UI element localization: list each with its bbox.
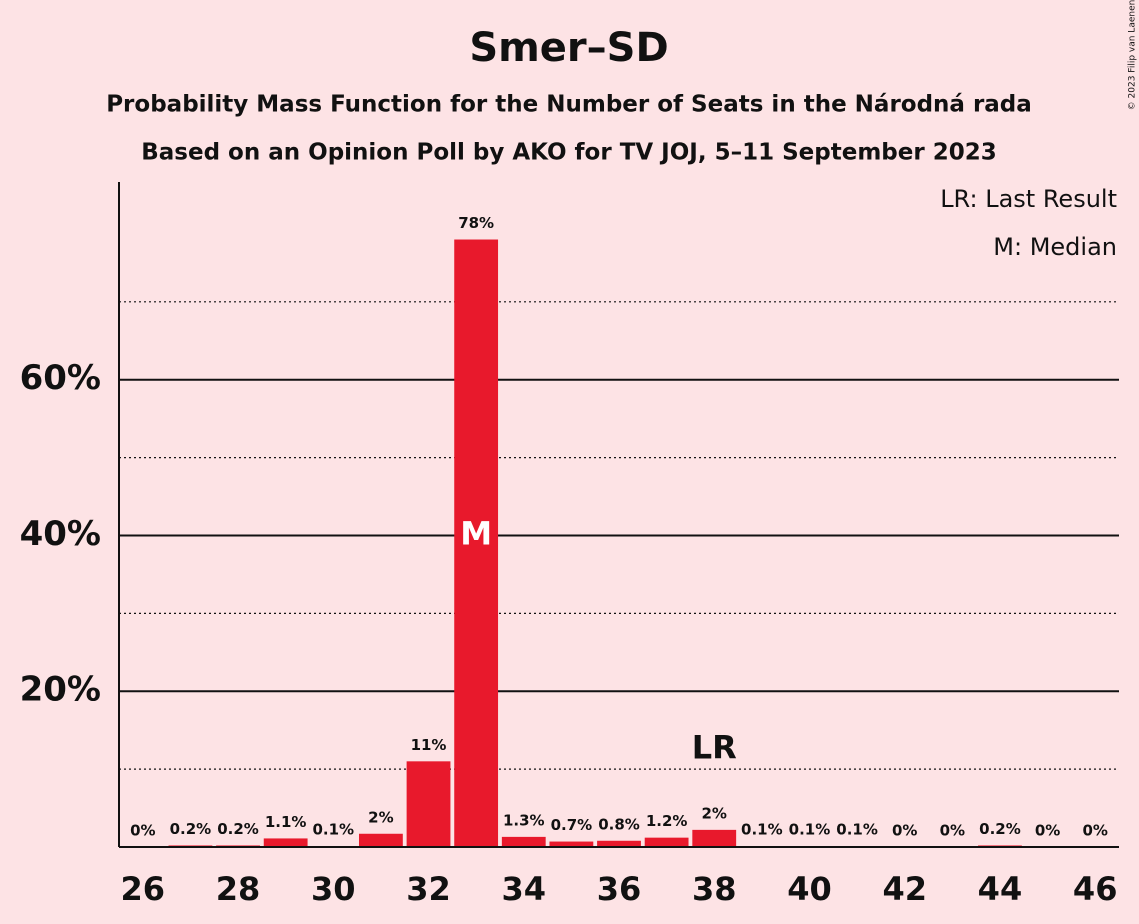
bar	[406, 761, 451, 847]
x-tick-label: 40	[787, 870, 832, 908]
x-tick-label: 44	[978, 870, 1023, 908]
value-label: 0.2%	[979, 820, 1021, 838]
value-label: 0.1%	[312, 821, 354, 839]
x-tick-label: 28	[216, 870, 261, 908]
value-label: 0.7%	[551, 816, 593, 834]
x-tick-label: 32	[406, 870, 451, 908]
x-tick-label: 38	[692, 870, 737, 908]
x-tick-label: 46	[1073, 870, 1118, 908]
x-tick-label: 34	[501, 870, 546, 908]
annotation: M	[460, 514, 492, 552]
value-label: 0%	[892, 822, 917, 840]
value-label: 0.1%	[789, 821, 831, 839]
bar	[549, 841, 594, 847]
bar	[359, 833, 403, 847]
value-label: 0.2%	[217, 820, 259, 838]
value-label: 0%	[1035, 822, 1060, 840]
subtitle: Based on an Opinion Poll by AKO for TV J…	[141, 140, 996, 166]
value-label: 2%	[368, 808, 393, 826]
value-label: 1.2%	[646, 812, 688, 830]
value-label: 0%	[130, 822, 155, 840]
x-tick-label: 42	[882, 870, 927, 908]
bar	[597, 840, 641, 847]
chart-title: Smer–SD	[469, 25, 668, 71]
value-label: 78%	[458, 214, 494, 232]
legend-entry: LR: Last Result	[940, 185, 1117, 213]
y-tick-label: 60%	[20, 358, 101, 398]
value-label: 1.3%	[503, 811, 545, 829]
value-label: 0%	[940, 822, 965, 840]
value-label: 0%	[1082, 822, 1107, 840]
legend-entry: M: Median	[993, 233, 1117, 261]
bar	[692, 829, 737, 847]
value-label: 1.1%	[265, 813, 307, 831]
bar	[644, 837, 689, 847]
bar	[454, 239, 499, 848]
y-tick-label: 40%	[20, 514, 101, 554]
value-label: 11%	[411, 736, 447, 754]
value-label: 0.2%	[170, 820, 212, 838]
x-tick-label: 26	[121, 870, 166, 908]
copyright: © 2023 Filip van Laenen	[1128, 0, 1138, 110]
x-tick-label: 36	[597, 870, 642, 908]
value-label: 0.1%	[741, 821, 783, 839]
value-label: 2%	[702, 804, 727, 822]
value-label: 0.8%	[598, 815, 640, 833]
y-tick-label: 20%	[20, 670, 101, 710]
bar	[263, 838, 308, 847]
x-tick-label: 30	[311, 870, 356, 908]
subtitle: Probability Mass Function for the Number…	[106, 92, 1032, 118]
bar	[501, 836, 546, 847]
value-label: 0.1%	[836, 821, 878, 839]
annotation: LR	[692, 729, 737, 767]
